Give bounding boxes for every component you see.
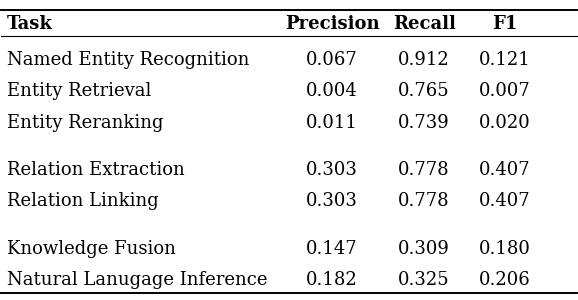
Text: Knowledge Fusion: Knowledge Fusion [7,240,176,258]
Text: Entity Retrieval: Entity Retrieval [7,82,151,100]
Text: 0.020: 0.020 [479,113,531,131]
Text: 0.407: 0.407 [479,192,531,210]
Text: 0.182: 0.182 [306,271,358,289]
Text: 0.004: 0.004 [306,82,358,100]
Text: 0.309: 0.309 [398,240,450,258]
Text: 0.180: 0.180 [479,240,531,258]
Text: F1: F1 [492,15,517,33]
Text: 0.778: 0.778 [398,161,450,179]
Text: 0.303: 0.303 [306,161,358,179]
Text: 0.007: 0.007 [479,82,531,100]
Text: 0.325: 0.325 [398,271,450,289]
Text: 0.912: 0.912 [398,51,450,69]
Text: 0.067: 0.067 [306,51,358,69]
Text: Relation Extraction: Relation Extraction [7,161,185,179]
Text: Task: Task [7,15,53,33]
Text: Precision: Precision [285,15,379,33]
Text: Recall: Recall [392,15,455,33]
Text: Natural Lanugage Inference: Natural Lanugage Inference [7,271,268,289]
Text: 0.011: 0.011 [306,113,358,131]
Text: Relation Linking: Relation Linking [7,192,159,210]
Text: 0.739: 0.739 [398,113,450,131]
Text: 0.407: 0.407 [479,161,531,179]
Text: 0.206: 0.206 [479,271,531,289]
Text: 0.121: 0.121 [479,51,531,69]
Text: 0.765: 0.765 [398,82,450,100]
Text: Named Entity Recognition: Named Entity Recognition [7,51,250,69]
Text: 0.147: 0.147 [306,240,358,258]
Text: Entity Reranking: Entity Reranking [7,113,164,131]
Text: 0.778: 0.778 [398,192,450,210]
Text: 0.303: 0.303 [306,192,358,210]
